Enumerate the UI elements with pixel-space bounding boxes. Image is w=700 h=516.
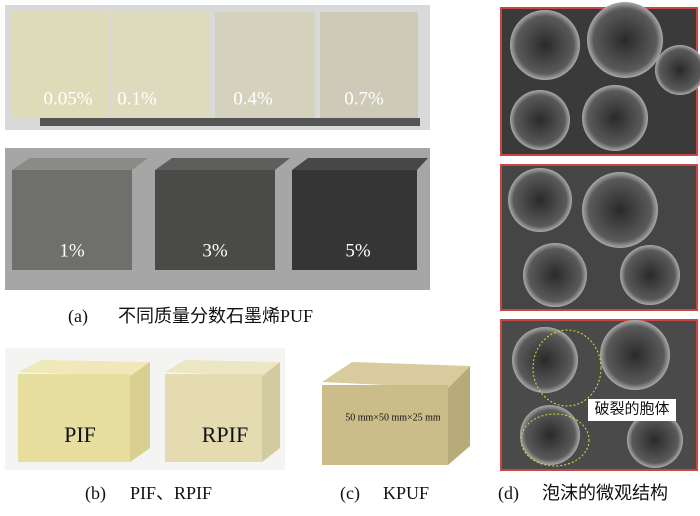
label: 0.4%: [233, 88, 273, 109]
label: 1%: [59, 240, 85, 261]
caption: PIF、RPIF: [130, 483, 212, 503]
label: 0.7%: [344, 88, 384, 109]
label: 0.05%: [43, 88, 92, 109]
panel-tag: (c): [340, 483, 360, 504]
photo-a-bottom: 1% 3% 5%: [5, 148, 430, 290]
label: 3%: [202, 240, 228, 261]
caption: KPUF: [383, 483, 429, 503]
panel-tag: (a): [68, 306, 88, 327]
photo-c: 50 mm×50 mm×25 mm: [322, 362, 470, 465]
annotation: 破裂的胞体: [594, 400, 669, 417]
label: 5%: [345, 240, 371, 261]
caption: 不同质量分数石墨烯PUF: [118, 306, 313, 326]
label: RPIF: [202, 422, 248, 447]
photo-a-top: 0.05% 0.1% 0.4% 0.7%: [5, 5, 430, 130]
caption: 泡沫的微观结构: [542, 483, 668, 503]
dimension-label: 50 mm×50 mm×25 mm: [345, 412, 441, 423]
photo-b: PIF RPIF: [5, 348, 285, 470]
label: 0.1%: [117, 88, 157, 109]
panel-tag: (d): [498, 483, 519, 504]
sem-images: 破裂的胞体: [500, 2, 700, 471]
panel-tag: (b): [85, 483, 106, 504]
label: PIF: [64, 422, 96, 447]
